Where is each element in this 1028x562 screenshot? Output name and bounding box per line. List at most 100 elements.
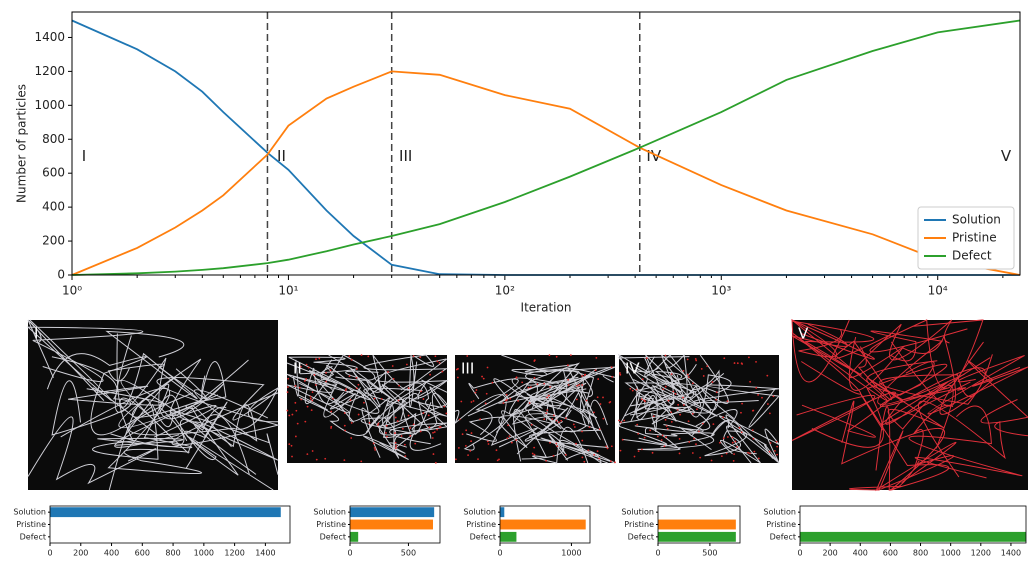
particle bbox=[318, 357, 321, 360]
grain-boundary bbox=[385, 386, 448, 424]
particle bbox=[640, 398, 643, 401]
particle bbox=[455, 368, 458, 371]
grain-boundary bbox=[105, 330, 198, 408]
grain-boundary bbox=[695, 409, 746, 438]
particle bbox=[747, 356, 750, 359]
category-label: Pristine bbox=[316, 520, 346, 529]
particle bbox=[598, 428, 601, 431]
particle bbox=[300, 398, 303, 401]
particle bbox=[481, 375, 483, 378]
particle bbox=[552, 454, 555, 457]
particle bbox=[608, 401, 611, 404]
particle bbox=[581, 384, 584, 386]
x-tick-label: 0 bbox=[47, 549, 52, 558]
particle bbox=[372, 442, 375, 445]
grain-boundary bbox=[495, 395, 564, 442]
particle bbox=[594, 369, 597, 372]
particle bbox=[665, 425, 668, 427]
particle bbox=[726, 436, 729, 438]
particle bbox=[618, 419, 620, 422]
particle bbox=[576, 384, 579, 387]
particle bbox=[697, 430, 700, 433]
particle bbox=[636, 423, 639, 426]
particle bbox=[286, 391, 289, 393]
particle bbox=[578, 383, 581, 386]
grain-boundary bbox=[791, 318, 888, 401]
particle bbox=[757, 393, 759, 396]
particle bbox=[766, 374, 769, 377]
particle bbox=[543, 382, 546, 385]
particle bbox=[484, 402, 487, 405]
particle bbox=[454, 458, 457, 461]
particle bbox=[436, 428, 439, 431]
particle bbox=[667, 399, 670, 402]
particle bbox=[485, 392, 488, 395]
bar bbox=[350, 531, 359, 542]
particle bbox=[734, 440, 737, 443]
particle bbox=[409, 427, 412, 429]
x-tick-label: 400 bbox=[853, 549, 868, 558]
category-label: Solution bbox=[621, 508, 654, 517]
particle bbox=[349, 399, 352, 401]
bar bbox=[500, 531, 517, 542]
particle bbox=[380, 398, 383, 400]
particle bbox=[772, 395, 775, 398]
particle bbox=[431, 437, 434, 439]
particle bbox=[722, 416, 725, 419]
plot-frame bbox=[71, 11, 1021, 276]
bar bbox=[658, 519, 736, 530]
micrograph-label: IV bbox=[625, 360, 640, 378]
particle bbox=[635, 388, 638, 391]
phase-label: II bbox=[277, 147, 286, 165]
particle bbox=[725, 452, 728, 455]
particle bbox=[360, 460, 363, 463]
grain-boundary bbox=[463, 416, 505, 451]
particle bbox=[597, 378, 600, 380]
particle bbox=[394, 441, 397, 444]
particle bbox=[567, 364, 569, 367]
grain-boundary bbox=[720, 414, 780, 464]
particle bbox=[434, 461, 437, 464]
particle bbox=[677, 403, 680, 406]
grain-boundary bbox=[286, 362, 350, 414]
particle bbox=[572, 423, 575, 426]
micrograph: III bbox=[454, 354, 616, 465]
particle bbox=[373, 397, 376, 400]
particle bbox=[363, 401, 365, 404]
particle bbox=[288, 414, 291, 417]
bar bbox=[800, 531, 1026, 542]
particle bbox=[546, 396, 549, 399]
particle bbox=[419, 430, 422, 433]
particle bbox=[776, 445, 779, 448]
x-tick-label: 200 bbox=[822, 549, 837, 558]
particle bbox=[373, 447, 376, 449]
x-tick-label: 800 bbox=[913, 549, 928, 558]
particle bbox=[412, 355, 415, 357]
particle bbox=[641, 448, 643, 451]
particle bbox=[307, 366, 310, 369]
particle bbox=[470, 432, 473, 434]
particle bbox=[479, 418, 482, 421]
particle bbox=[623, 419, 626, 422]
grain-boundary bbox=[718, 415, 780, 464]
particle bbox=[395, 444, 398, 447]
particle bbox=[585, 399, 588, 402]
particle bbox=[407, 414, 410, 417]
grain-boundary bbox=[617, 356, 701, 412]
micrograph: I bbox=[26, 319, 280, 491]
particle bbox=[374, 449, 377, 451]
particle bbox=[343, 424, 346, 427]
particle bbox=[432, 431, 434, 434]
particle bbox=[288, 443, 291, 446]
particle bbox=[397, 399, 400, 402]
particle bbox=[593, 453, 596, 456]
particle bbox=[751, 409, 754, 412]
phase-label: I bbox=[82, 147, 86, 165]
particle bbox=[377, 422, 380, 425]
particle bbox=[436, 360, 439, 363]
particle bbox=[457, 447, 460, 449]
x-tick-label: 10³ bbox=[711, 284, 731, 298]
y-tick-label: 1200 bbox=[34, 64, 65, 78]
x-tick-label: 0 bbox=[655, 549, 660, 558]
particle bbox=[686, 373, 689, 376]
